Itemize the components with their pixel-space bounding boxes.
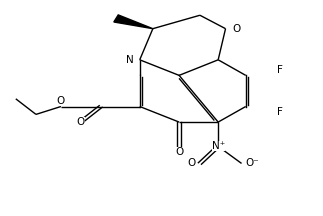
Text: O⁻: O⁻ [245,159,259,168]
Text: O: O [188,159,196,168]
Text: N⁺: N⁺ [212,141,225,151]
Text: F: F [277,107,283,117]
Text: O: O [77,118,85,127]
Text: O: O [175,147,183,157]
Polygon shape [114,15,153,29]
Text: F: F [277,65,283,75]
Text: O: O [57,96,65,106]
Text: N: N [126,55,133,65]
Text: O: O [233,24,241,34]
